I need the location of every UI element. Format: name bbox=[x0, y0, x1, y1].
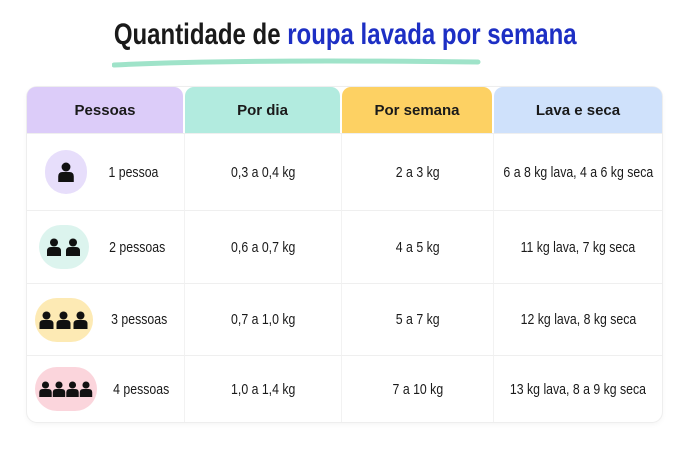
cell: 0,3 a 0,4 kg bbox=[185, 133, 342, 210]
people-cell: 3 pessoas bbox=[27, 283, 185, 355]
table: Pessoas Por dia Por semana Lava e seca 1… bbox=[27, 87, 662, 422]
cell: 1,0 a 1,4 kg bbox=[185, 355, 342, 422]
cell-text: 0,7 a 1,0 kg bbox=[230, 311, 296, 328]
cell-text: 1 pessoa bbox=[108, 163, 159, 181]
header-cell: Por dia bbox=[185, 87, 340, 133]
cell: 4 a 5 kg bbox=[342, 210, 494, 283]
people-cell: 4 pessoas bbox=[27, 355, 185, 422]
cell-text: 1,0 a 1,4 kg bbox=[230, 380, 296, 398]
title-underline bbox=[112, 58, 481, 68]
cell: 7 a 10 kg bbox=[342, 355, 494, 422]
cell: 2 a 3 kg bbox=[342, 133, 494, 210]
icon bbox=[35, 297, 93, 342]
cell-text: 13 kg lava, 8 a 9 kg seca bbox=[509, 380, 647, 398]
icon bbox=[39, 225, 89, 269]
people-cell: 1 pessoa bbox=[27, 133, 185, 210]
cell: 6 a 8 kg lava, 4 a 6 kg seca bbox=[494, 133, 662, 210]
header-cell: Por semana bbox=[342, 87, 492, 133]
cell-text: 7 a 10 kg bbox=[392, 380, 443, 398]
cell-text: 6 a 8 kg lava, 4 a 6 kg seca bbox=[503, 163, 653, 181]
cell-text: 0,6 a 0,7 kg bbox=[230, 238, 296, 256]
cell-text: 2 pessoas bbox=[109, 238, 166, 256]
header-cell: Lava e seca bbox=[494, 87, 662, 133]
cell-text: 4 a 5 kg bbox=[395, 238, 440, 256]
cell: 11 kg lava, 7 kg seca bbox=[494, 210, 662, 283]
title: Quantidade de roupa lavada por semana bbox=[0, 18, 690, 52]
cell-text: 11 kg lava, 7 kg seca bbox=[520, 238, 636, 256]
people-cell: 2 pessoas bbox=[27, 210, 185, 283]
cell: 0,7 a 1,0 kg bbox=[185, 283, 342, 355]
title-start: Quantidade de bbox=[113, 18, 281, 51]
title-highlight: roupa lavada por semana bbox=[286, 18, 577, 51]
cell-text: 0,3 a 0,4 kg bbox=[230, 163, 296, 181]
cell-text: 4 pessoas bbox=[113, 380, 170, 398]
cell-text: 5 a 7 kg bbox=[395, 311, 440, 328]
header-cell: Pessoas bbox=[27, 87, 183, 133]
cell: 13 kg lava, 8 a 9 kg seca bbox=[494, 355, 662, 422]
cell: 0,6 a 0,7 kg bbox=[185, 210, 342, 283]
cell: 12 kg lava, 8 kg seca bbox=[494, 283, 662, 355]
icon bbox=[45, 150, 87, 194]
cell-text: 3 pessoas bbox=[111, 311, 168, 328]
cell: 5 a 7 kg bbox=[342, 283, 494, 355]
icon bbox=[35, 367, 97, 411]
cell-text: 12 kg lava, 8 kg seca bbox=[520, 311, 636, 328]
cell-text: 2 a 3 kg bbox=[395, 163, 440, 181]
